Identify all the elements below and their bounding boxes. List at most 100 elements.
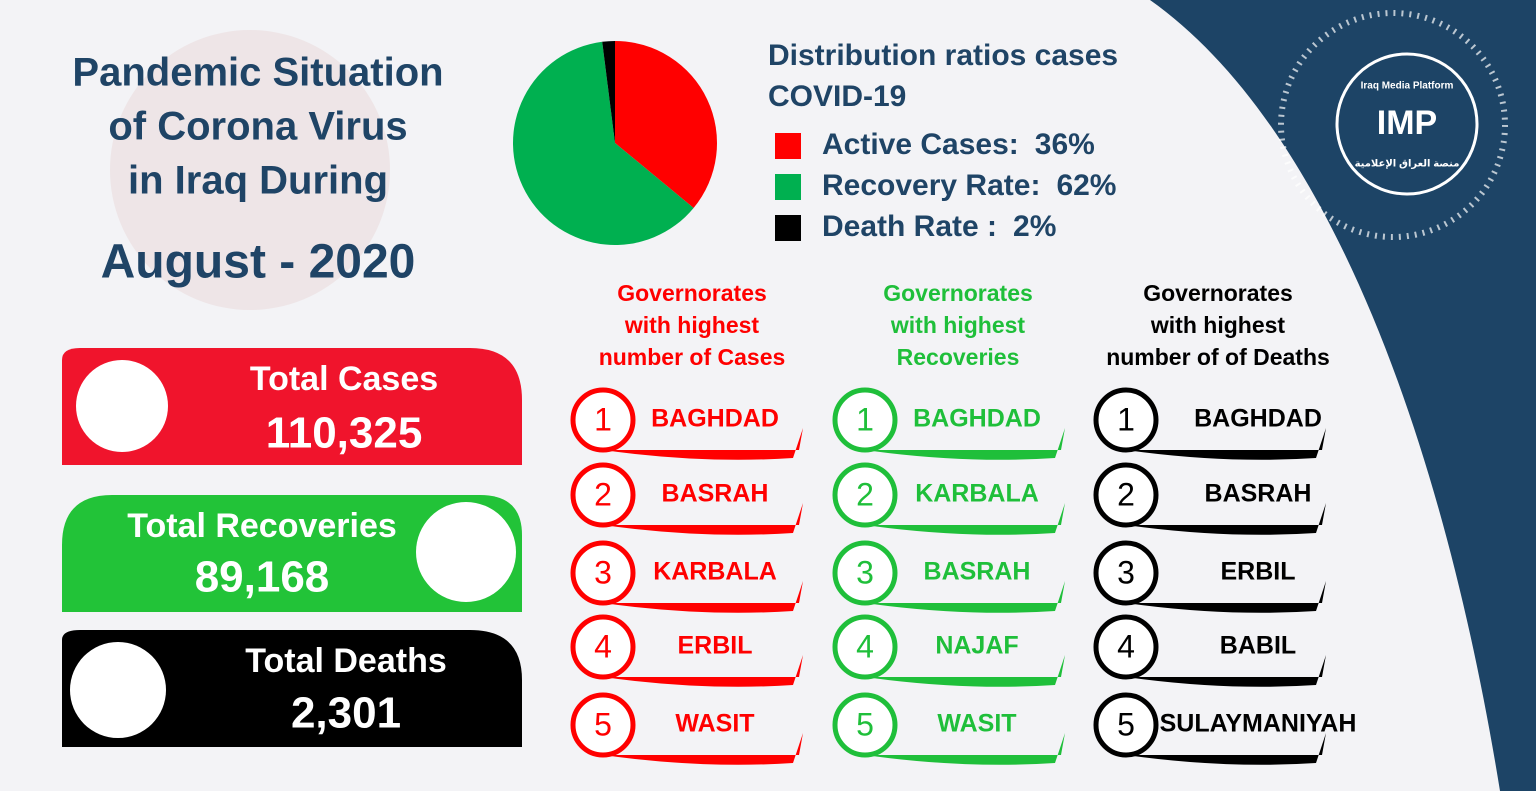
column-title: with highest [890,312,1026,338]
rank-circle [832,387,898,453]
governorate: WASIT [675,710,754,738]
column-title: Governorates [883,280,1033,306]
underline-swoosh [603,733,803,765]
rank-number: 1 [594,401,612,437]
underline-swoosh [865,581,1065,613]
rank-number: 1 [856,401,874,437]
rank-number: 3 [1117,554,1135,590]
rank-circle [570,387,636,453]
column-title: number of of Deaths [1106,344,1330,370]
title-line: in Iraq During [128,159,388,203]
rank-number: 2 [1117,476,1135,512]
governorate: KARBALA [915,480,1039,508]
underline-swoosh [865,428,1065,460]
governorate: BAGHDAD [1194,405,1322,433]
underline-swoosh [1126,655,1326,687]
underline-swoosh [1126,503,1326,535]
governorate: BAGHDAD [913,405,1041,433]
rank-number: 2 [856,476,874,512]
deaths-card [62,630,522,747]
rank-number: 5 [1117,706,1135,742]
logo-caption: Iraq Media Platform [1361,81,1454,92]
legend-label: Active Cases: [822,128,1019,161]
underline-swoosh [603,503,803,535]
rank-circle [832,540,898,606]
rank-number: 4 [1117,628,1135,664]
column-title: Governorates [617,280,767,306]
column-title: Governorates [1143,280,1293,306]
underline-swoosh [865,503,1065,535]
rank-number: 4 [856,628,874,664]
legend-label: Recovery Rate: [822,169,1040,202]
title-line: Pandemic Situation [72,51,443,95]
rankings: Governorates with highest number of Cases 1… [570,280,1357,765]
legend-swatch [775,133,801,159]
governorate: BASRAH [924,558,1031,586]
column-title: with highest [624,312,760,338]
logo-arabic: منصة العراق الإعلامية [1355,159,1460,170]
rank-circle [832,614,898,680]
rank-circle [570,462,636,528]
pie-slice [615,41,718,209]
rank-circle [570,540,636,606]
cases-icon [76,360,168,452]
side-panel [1150,0,1536,791]
legend-value: 2% [1013,210,1056,243]
governorate: WASIT [937,710,1016,738]
column-title: number of Cases [599,344,786,370]
legend: Active Cases: 36% Recovery Rate: 62% Death R… [775,128,1116,243]
pie [513,41,718,245]
legend-value: 62% [1056,169,1116,202]
rank-circle [570,614,636,680]
governorate: BASRAH [662,480,769,508]
governorate: KARBALA [653,558,777,586]
cases-card [62,348,522,465]
stat-label: Total Recoveries [127,507,397,545]
rank-circle [1093,614,1159,680]
recoveries-icon [416,502,516,602]
legend-value: 36% [1035,128,1095,161]
stat-value: 2,301 [291,689,401,738]
underline-swoosh [865,655,1065,687]
rank-number: 3 [594,554,612,590]
column-title: Recoveries [897,344,1020,370]
legend-label: Death Rate : [822,210,997,243]
period: August - 2020 [101,236,416,289]
logo-name: IMP [1377,104,1437,142]
deaths-icon [70,642,166,738]
virus-watermark [110,30,390,310]
governorate: ERBIL [1221,558,1296,586]
rank-number: 4 [594,628,612,664]
governorate: SULAYMANIYAH [1160,710,1357,738]
underline-swoosh [865,733,1065,765]
title-line: of Corona Virus [108,105,407,149]
underline-swoosh [1126,581,1326,613]
rank-circle [1093,387,1159,453]
stat-label: Total Deaths [245,642,447,680]
rank-circle [570,692,636,758]
rank-circle [832,692,898,758]
stat-label: Total Cases [250,360,438,398]
rank-circle [1093,462,1159,528]
rank-circle [1093,540,1159,606]
rank-circle [832,462,898,528]
rank-number: 5 [856,706,874,742]
rank-number: 3 [856,554,874,590]
rank-number: 2 [594,476,612,512]
pie-slice [602,41,615,143]
stat-value: 110,325 [266,409,423,458]
column-title: with highest [1150,312,1286,338]
governorate: BASRAH [1205,480,1312,508]
underline-swoosh [603,581,803,613]
chart-title: Distribution ratios cases COVID-19 [768,39,1118,113]
governorate: BABIL [1220,632,1296,660]
logo-ring [1278,10,1508,240]
underline-swoosh [603,655,803,687]
underline-swoosh [1126,428,1326,460]
stat-value: 89,168 [195,553,330,602]
logo-circle [1335,52,1479,196]
rank-number: 5 [594,706,612,742]
underline-swoosh [1126,733,1326,765]
legend-swatch [775,174,801,200]
